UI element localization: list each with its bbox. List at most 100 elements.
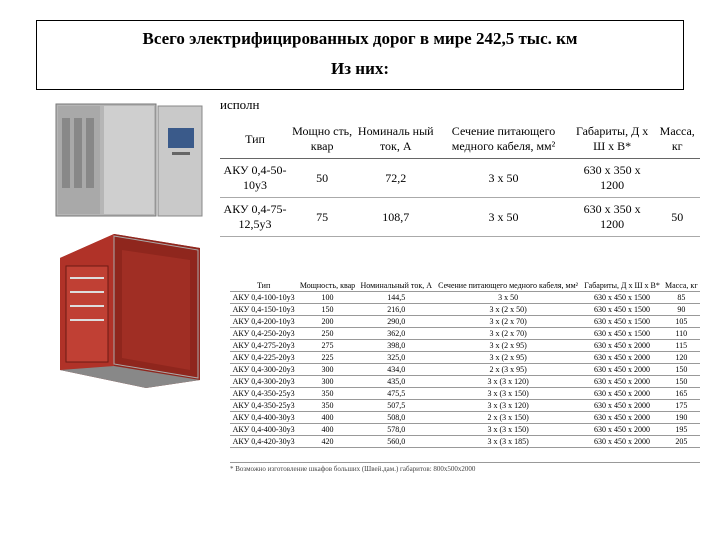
t2-c: АКУ 0,4-200-10у3 bbox=[230, 316, 297, 328]
t1-c: 50 bbox=[654, 198, 700, 237]
t2-h5: Масса, кг bbox=[663, 280, 700, 292]
t2-h4: Габариты, Д x Ш x В* bbox=[581, 280, 662, 292]
t2-c: 630 x 450 x 2000 bbox=[581, 400, 662, 412]
t1-c: 3 x 50 bbox=[437, 159, 570, 198]
spec-table-main: Тип Мощно сть, квар Номиналь ный ток, А … bbox=[220, 120, 700, 237]
t2-c: 3 x (2 x 50) bbox=[435, 304, 582, 316]
header-box: Всего электрифицированных дорог в мире 2… bbox=[36, 20, 684, 90]
table1-row: АКУ 0,4-75- 12,5у3 75 108,7 3 x 50 630 x… bbox=[220, 198, 700, 237]
t2-c: 85 bbox=[663, 292, 700, 304]
t2-c: 290,0 bbox=[358, 316, 435, 328]
table2-row: АКУ 0,4-400-30у3400578,03 x (3 x 150)630… bbox=[230, 424, 700, 436]
t2-c: АКУ 0,4-420-30у3 bbox=[230, 436, 297, 448]
t2-c: 508,0 bbox=[358, 412, 435, 424]
t2-c: 630 x 450 x 2000 bbox=[581, 436, 662, 448]
t2-c: АКУ 0,4-300-20у3 bbox=[230, 364, 297, 376]
t2-c: 3 x 50 bbox=[435, 292, 582, 304]
t2-c: 225 bbox=[297, 352, 358, 364]
t2-c: 300 bbox=[297, 376, 358, 388]
t2-c: 630 x 450 x 1500 bbox=[581, 328, 662, 340]
t2-c: 560,0 bbox=[358, 436, 435, 448]
t1-c: 50 bbox=[290, 159, 354, 198]
t2-h2: Номинальный ток, А bbox=[358, 280, 435, 292]
table1-header-row: Тип Мощно сть, квар Номиналь ный ток, А … bbox=[220, 120, 700, 159]
t2-c: 3 x (2 x 95) bbox=[435, 340, 582, 352]
t1-c: АКУ 0,4-75- 12,5у3 bbox=[220, 198, 290, 237]
t2-c: 630 x 450 x 2000 bbox=[581, 388, 662, 400]
t2-c: 200 bbox=[297, 316, 358, 328]
t2-c: АКУ 0,4-350-25у3 bbox=[230, 400, 297, 412]
t2-c: 3 x (2 x 95) bbox=[435, 352, 582, 364]
t2-c: 3 x (3 x 120) bbox=[435, 376, 582, 388]
t2-c: 3 x (3 x 185) bbox=[435, 436, 582, 448]
t2-c: 275 bbox=[297, 340, 358, 352]
t1-c: 108,7 bbox=[354, 198, 437, 237]
t1-c: 3 x 50 bbox=[437, 198, 570, 237]
t2-c: 3 x (3 x 150) bbox=[435, 388, 582, 400]
t2-c: 630 x 450 x 2000 bbox=[581, 364, 662, 376]
t2-c: 3 x (2 x 70) bbox=[435, 328, 582, 340]
t2-c: АКУ 0,4-225-20у3 bbox=[230, 352, 297, 364]
table2-row: АКУ 0,4-200-10у3200290,03 x (2 x 70)630 … bbox=[230, 316, 700, 328]
t2-c: 630 x 450 x 1500 bbox=[581, 304, 662, 316]
t2-c: 250 bbox=[297, 328, 358, 340]
table2-row: АКУ 0,4-350-25у3350507,53 x (3 x 120)630… bbox=[230, 400, 700, 412]
t1-h2: Номиналь ный ток, А bbox=[354, 120, 437, 159]
t1-h0: Тип bbox=[220, 120, 290, 159]
t2-c: 3 x (3 x 120) bbox=[435, 400, 582, 412]
t2-h3: Сечение питающего медного кабеля, мм² bbox=[435, 280, 582, 292]
t2-c: 630 x 450 x 2000 bbox=[581, 376, 662, 388]
footnote: * Возможно изготовление шкафов больших (… bbox=[230, 462, 700, 473]
t2-c: 105 bbox=[663, 316, 700, 328]
table2-row: АКУ 0,4-100-10у3100144,53 x 50630 x 450 … bbox=[230, 292, 700, 304]
t2-c: АКУ 0,4-100-10у3 bbox=[230, 292, 297, 304]
table2-row: АКУ 0,4-400-30у3400508,02 x (3 x 150)630… bbox=[230, 412, 700, 424]
t2-c: 115 bbox=[663, 340, 700, 352]
t1-h5: Масса, кг bbox=[654, 120, 700, 159]
t2-c: 630 x 450 x 2000 bbox=[581, 340, 662, 352]
header-line2: Из них: bbox=[41, 59, 679, 79]
t2-h1: Мощность, квар bbox=[297, 280, 358, 292]
t2-c: 578,0 bbox=[358, 424, 435, 436]
t2-c: 2 x (3 x 150) bbox=[435, 412, 582, 424]
t1-c: АКУ 0,4-50- 10у3 bbox=[220, 159, 290, 198]
table2-row: АКУ 0,4-150-10у3150216,03 x (2 x 50)630 … bbox=[230, 304, 700, 316]
t2-c: 195 bbox=[663, 424, 700, 436]
spec-table-extended: Тип Мощность, квар Номинальный ток, А Се… bbox=[230, 280, 700, 448]
table2-row: АКУ 0,4-300-20у3300434,02 x (3 x 95)630 … bbox=[230, 364, 700, 376]
t2-c: 3 x (2 x 70) bbox=[435, 316, 582, 328]
t2-c: 300 bbox=[297, 364, 358, 376]
t2-c: 175 bbox=[663, 400, 700, 412]
table2-row: АКУ 0,4-250-20у3250362,03 x (2 x 70)630 … bbox=[230, 328, 700, 340]
t2-c: 100 bbox=[297, 292, 358, 304]
t2-c: 90 bbox=[663, 304, 700, 316]
t1-c bbox=[654, 159, 700, 198]
table2-row: АКУ 0,4-420-30у3420560,03 x (3 x 185)630… bbox=[230, 436, 700, 448]
t2-c: 350 bbox=[297, 388, 358, 400]
t1-h4: Габариты, Д x Ш x В* bbox=[570, 120, 655, 159]
t1-c: 72,2 bbox=[354, 159, 437, 198]
t2-c: 435,0 bbox=[358, 376, 435, 388]
t2-c: 630 x 450 x 1500 bbox=[581, 316, 662, 328]
t2-c: 398,0 bbox=[358, 340, 435, 352]
t2-c: 205 bbox=[663, 436, 700, 448]
t2-c: АКУ 0,4-150-10у3 bbox=[230, 304, 297, 316]
t1-c: 630 x 350 x 1200 bbox=[570, 198, 655, 237]
t2-c: АКУ 0,4-400-30у3 bbox=[230, 424, 297, 436]
t2-h0: Тип bbox=[230, 280, 297, 292]
t2-c: 507,5 bbox=[358, 400, 435, 412]
t1-h1: Мощно сть, квар bbox=[290, 120, 354, 159]
t2-c: 400 bbox=[297, 412, 358, 424]
table2-row: АКУ 0,4-300-20у3300435,03 x (3 x 120)630… bbox=[230, 376, 700, 388]
table1-row: АКУ 0,4-50- 10у3 50 72,2 3 x 50 630 x 35… bbox=[220, 159, 700, 198]
t2-c: 150 bbox=[663, 364, 700, 376]
t2-c: 216,0 bbox=[358, 304, 435, 316]
t2-c: 150 bbox=[297, 304, 358, 316]
t2-c: 362,0 bbox=[358, 328, 435, 340]
t2-c: 165 bbox=[663, 388, 700, 400]
t2-c: 630 x 450 x 1500 bbox=[581, 292, 662, 304]
t2-c: 630 x 450 x 2000 bbox=[581, 352, 662, 364]
t2-c: АКУ 0,4-400-30у3 bbox=[230, 412, 297, 424]
t2-c: 630 x 450 x 2000 bbox=[581, 424, 662, 436]
t2-c: АКУ 0,4-250-20у3 bbox=[230, 328, 297, 340]
